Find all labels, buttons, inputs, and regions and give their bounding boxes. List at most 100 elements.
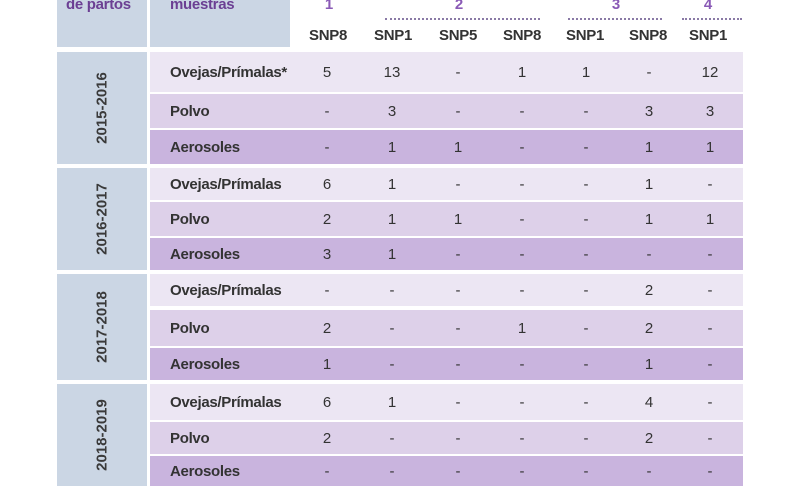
group-number-1: 1 (324, 0, 334, 13)
table-row: Polvo 2 - - 1 - 2 - (150, 310, 743, 346)
row-label: Aerosoles (170, 245, 240, 263)
year-block-2017-2018: 2017-2018 (57, 274, 147, 380)
table-cell: 4 (644, 393, 654, 411)
table-row: Ovejas/Prímalas 6 1 - - - 4 - (150, 384, 743, 420)
year-label: 2018-2019 (93, 399, 111, 471)
table-cell: 6 (322, 175, 332, 193)
table-cell: 1 (322, 355, 332, 373)
group-4-divider (682, 18, 742, 20)
group-2-divider (385, 18, 540, 20)
table-cell: - (707, 355, 713, 373)
table-cell: - (707, 429, 713, 447)
table-cell: 1 (387, 175, 397, 193)
year-block-2015-2016: 2015-2016 (57, 52, 147, 164)
year-block-2018-2019: 2018-2019 (57, 384, 147, 486)
table-cell: - (324, 138, 330, 156)
table-cell: - (583, 102, 589, 120)
group-number-2: 2 (454, 0, 464, 13)
table-cell: - (455, 319, 461, 337)
table-row: Ovejas/Prímalas 6 1 - - - 1 - (150, 168, 743, 200)
table-cell: 2 (644, 281, 654, 299)
table-cell: - (646, 63, 652, 81)
table-cell: - (707, 393, 713, 411)
table-cell: 2 (644, 319, 654, 337)
snp-header-5: SNP1 (566, 27, 604, 44)
table-cell: - (455, 355, 461, 373)
table-cell: - (583, 355, 589, 373)
table-cell: - (707, 175, 713, 193)
table-cell: - (455, 63, 461, 81)
table-cell: 1 (705, 210, 715, 228)
table-cell: - (707, 245, 713, 263)
table-cell: - (455, 281, 461, 299)
table-cell: - (519, 429, 525, 447)
table-row: Polvo - 3 - - - 3 3 (150, 94, 743, 128)
row-label: Polvo (170, 210, 210, 228)
table-cell: - (519, 210, 525, 228)
table-cell: - (707, 319, 713, 337)
table-cell: 1 (705, 138, 715, 156)
table-cell: - (519, 138, 525, 156)
table-cell: 3 (705, 102, 715, 120)
table-cell: - (519, 245, 525, 263)
table-cell: - (455, 102, 461, 120)
group-number-4: 4 (703, 0, 713, 13)
year-label: 2017-2018 (93, 291, 111, 363)
table-cell: 1 (644, 355, 654, 373)
table-cell: - (519, 281, 525, 299)
table-cell: - (583, 393, 589, 411)
table-cell: 2 (322, 210, 332, 228)
row-label: Aerosoles (170, 462, 240, 480)
table-cell: 13 (383, 63, 401, 81)
row-label: Ovejas/Prímalas* (170, 63, 287, 81)
row-label: Polvo (170, 319, 210, 337)
table-cell: - (389, 355, 395, 373)
table-cell: 1 (387, 138, 397, 156)
table-cell: 1 (387, 245, 397, 263)
table-cell: - (455, 175, 461, 193)
header-sample-column: muestras (150, 0, 290, 47)
table-cell: - (646, 462, 652, 480)
group-number-3: 3 (611, 0, 621, 13)
snp-header-2: SNP1 (374, 27, 412, 44)
table-cell: - (707, 281, 713, 299)
table-cell: 2 (322, 319, 332, 337)
table-cell: - (583, 281, 589, 299)
table-cell: - (324, 462, 330, 480)
table-cell: 1 (517, 63, 527, 81)
table-cell: 1 (644, 175, 654, 193)
table-cell: - (324, 281, 330, 299)
table-row: Aerosoles 3 1 - - - - - (150, 238, 743, 270)
table-cell: - (455, 462, 461, 480)
table-cell: - (389, 281, 395, 299)
header-year-label: de partos (66, 0, 131, 13)
table-cell: 3 (387, 102, 397, 120)
table-row: Ovejas/Prímalas* 5 13 - 1 1 - 12 (150, 52, 743, 92)
table-cell: - (389, 429, 395, 447)
row-label: Polvo (170, 429, 210, 447)
table-cell: - (519, 355, 525, 373)
row-label: Aerosoles (170, 355, 240, 373)
table-cell: 3 (322, 245, 332, 263)
snp-header-7: SNP1 (689, 27, 727, 44)
table-cell: - (583, 210, 589, 228)
table-cell: - (519, 102, 525, 120)
table-cell: 1 (644, 138, 654, 156)
table-cell: - (519, 175, 525, 193)
table-cell: 2 (644, 429, 654, 447)
table-cell: - (583, 319, 589, 337)
row-label: Ovejas/Prímalas (170, 281, 282, 299)
table-row: Aerosoles - - - - - - - (150, 456, 743, 486)
table-cell: - (324, 102, 330, 120)
table-cell: - (583, 245, 589, 263)
snp-header-4: SNP8 (503, 27, 541, 44)
year-label: 2015-2016 (93, 72, 111, 144)
table-cell: - (583, 138, 589, 156)
table-cell: 1 (453, 138, 463, 156)
table-row: Aerosoles - 1 1 - - 1 1 (150, 130, 743, 164)
table-row: Ovejas/Prímalas - - - - - 2 - (150, 274, 743, 306)
table-cell: - (707, 462, 713, 480)
table-cell: - (646, 245, 652, 263)
header-year-column: de partos (57, 0, 147, 47)
table-cell: - (583, 175, 589, 193)
